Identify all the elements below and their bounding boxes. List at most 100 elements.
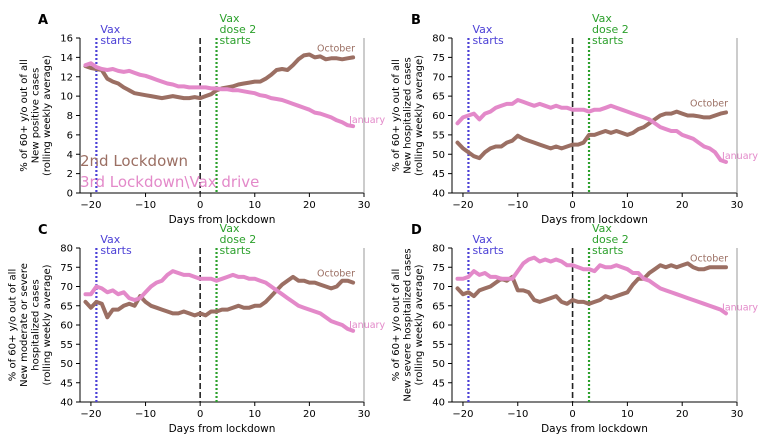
x-tick-label: 20 <box>676 200 689 211</box>
series-line-october <box>83 52 356 101</box>
y-tick-label: 40 <box>60 398 73 409</box>
y-axis-label-line: New severe hospitalized cases <box>403 248 414 401</box>
y-axis-label: % of 60+ y/o out of allNew hospitalized … <box>391 55 425 176</box>
y-axis-label-line: (rolling weekly average) <box>414 55 425 176</box>
x-tick-label: −10 <box>507 200 528 211</box>
y-tick-label: 10 <box>60 92 73 103</box>
y-tick-label: 40 <box>432 398 445 409</box>
october-end-label: October <box>690 98 728 109</box>
series-line-october <box>455 109 728 161</box>
y-tick-label: 70 <box>432 282 445 293</box>
dose2-starts-annotation: Vax dose 2 starts <box>220 222 257 257</box>
y-axis-label-line: % of 60+ y/o out of all <box>391 59 402 171</box>
dose2-starts-annotation: Vax dose 2 starts <box>592 222 629 257</box>
x-tick-label: 20 <box>676 409 689 420</box>
january-end-label: January <box>348 320 385 331</box>
y-tick-label: 45 <box>432 378 445 389</box>
y-tick-label: 75 <box>432 53 445 64</box>
annotation-line: dose 2 <box>220 233 257 246</box>
y-tick-label: 50 <box>60 359 73 370</box>
annotation-line: Vax <box>592 222 612 235</box>
x-axis-label: Days from lockdown <box>169 423 276 435</box>
y-tick-label: 0 <box>67 189 73 200</box>
x-axis-label: Days from lockdown <box>541 423 648 435</box>
y-axis-label-line: % of 60+ y/o out of all <box>8 269 19 381</box>
panel-d: D −20 −10 0 10 20 30 40 45 50 55 60 65 70 75 80 Days fro… <box>391 222 758 435</box>
y-tick-label: 70 <box>432 72 445 83</box>
x-tick-label: 0 <box>197 409 203 420</box>
x-tick-label: 10 <box>621 409 634 420</box>
y-axis-label-line: % of 60+ y/o out of all <box>391 269 402 381</box>
annotation-line: Vax <box>100 23 120 36</box>
panel-letter: A <box>38 13 48 28</box>
vax-starts-annotation: Vax starts <box>100 23 132 47</box>
annotation-line: dose 2 <box>592 23 629 36</box>
y-tick-label: 55 <box>432 340 445 351</box>
y-tick-label: 12 <box>60 72 73 83</box>
y-tick-label: 80 <box>432 34 445 45</box>
x-tick-label: −10 <box>507 409 528 420</box>
october-end-label: October <box>317 269 355 280</box>
y-tick-label: 80 <box>60 244 73 255</box>
panel-b: B −20 −10 0 10 20 30 40 45 50 55 60 65 70 75 80 Days fro… <box>391 12 758 226</box>
annotation-line: dose 2 <box>220 23 257 36</box>
x-tick-label: 20 <box>303 200 316 211</box>
x-tick-label: −10 <box>135 409 156 420</box>
annotation-line: Vax <box>472 23 492 36</box>
vax-starts-annotation: Vax starts <box>472 233 504 257</box>
y-tick-label: 60 <box>432 321 445 332</box>
annotation-line: starts <box>472 34 504 47</box>
y-tick-label: 65 <box>432 92 445 103</box>
series-line-january <box>83 61 356 129</box>
y-axis-label-line: New moderate or severe <box>19 263 30 387</box>
dose2-starts-annotation: Vax dose 2 starts <box>220 12 257 47</box>
y-axis-label: % of 60+ y/o out of allNew moderate or s… <box>8 263 54 387</box>
annotation-line: starts <box>100 244 132 257</box>
y-tick-label: 16 <box>60 34 73 45</box>
x-axis-label: Days from lockdown <box>169 214 276 226</box>
y-tick-label: 70 <box>60 282 73 293</box>
y-axis-label-line: (rolling weekly average) <box>42 55 53 176</box>
series-line-january <box>455 255 728 316</box>
annotation-line: Vax <box>220 222 240 235</box>
y-tick-label: 60 <box>60 321 73 332</box>
x-tick-label: 0 <box>197 200 203 211</box>
annotation-line: Vax <box>100 233 120 246</box>
y-tick-label: 50 <box>432 150 445 161</box>
x-tick-label: 30 <box>731 200 744 211</box>
january-end-label: January <box>721 151 758 162</box>
annotation-line: starts <box>220 244 252 257</box>
x-tick-label: −20 <box>452 409 473 420</box>
october-end-label: October <box>317 43 355 54</box>
january-end-label: January <box>348 115 385 126</box>
y-tick-label: 45 <box>60 378 73 389</box>
y-axis-label-line: hospitalized cases <box>31 279 42 371</box>
series-line-january <box>83 269 356 333</box>
annotation-line: Vax <box>592 12 612 25</box>
annotation-line: starts <box>220 34 252 47</box>
dose2-starts-annotation: Vax dose 2 starts <box>592 12 629 47</box>
annotation-line: starts <box>592 34 624 47</box>
x-tick-label: 20 <box>303 409 316 420</box>
annotation-line: starts <box>472 244 504 257</box>
annotation-line: starts <box>592 244 624 257</box>
y-axis-label-line: New hospitalized cases <box>403 57 414 174</box>
y-tick-label: 55 <box>60 340 73 351</box>
y-tick-label: 80 <box>432 244 445 255</box>
panel-a: A −20 −10 0 10 20 30 0 2 4 6 8 10 12 14 16 Days from loc… <box>19 12 385 226</box>
january-end-label: January <box>721 302 758 313</box>
series-line-january <box>455 98 728 164</box>
x-tick-label: 30 <box>358 409 371 420</box>
y-axis-label-line: % of 60+ y/o out of all <box>19 59 30 171</box>
october-end-label: October <box>690 253 728 264</box>
y-axis-label: % of 60+ y/o out of allNew positive case… <box>19 55 53 176</box>
annotation-line: Vax <box>220 12 240 25</box>
y-tick-label: 8 <box>67 111 73 122</box>
y-axis-label: % of 60+ y/o out of allNew severe hospit… <box>391 248 425 401</box>
x-tick-label: −20 <box>80 409 101 420</box>
x-tick-label: 0 <box>569 409 575 420</box>
y-tick-label: 75 <box>432 263 445 274</box>
x-tick-label: 30 <box>731 409 744 420</box>
y-tick-label: 14 <box>60 53 73 64</box>
x-tick-label: 0 <box>569 200 575 211</box>
